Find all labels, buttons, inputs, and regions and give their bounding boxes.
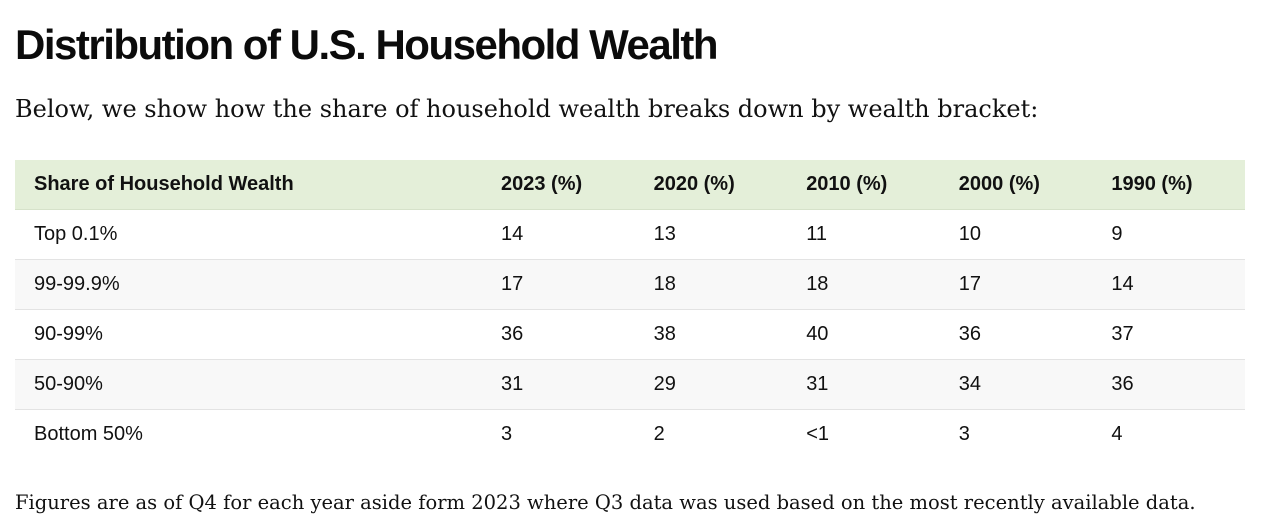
table-row: 50-90% 31 29 31 34 36: [15, 359, 1245, 410]
table-cell: 18: [634, 259, 788, 310]
table-cell: 3: [958, 423, 970, 445]
table-row: Bottom 50% 3 2 <1 3 4: [15, 410, 1245, 460]
intro-text: Below, we show how the share of househol…: [15, 95, 1039, 123]
row-label: 99-99.9%: [15, 259, 482, 310]
table-cell: 38: [653, 323, 676, 345]
table-cell: 37: [1111, 323, 1134, 345]
table-cell: 11: [806, 223, 827, 245]
table-cell: 10: [958, 223, 982, 245]
table-row: 99-99.9% 17 18 18 17 14: [15, 259, 1245, 310]
table-cell: 2: [653, 423, 665, 445]
column-header-1990: 1990 (%): [1092, 160, 1245, 210]
table-cell: 36: [1092, 359, 1245, 410]
table-cell: 29: [634, 359, 788, 410]
table-header-row: Share of Household Wealth 2023 (%) 2020 …: [15, 160, 1245, 210]
table-cell: 3: [501, 423, 513, 445]
column-header-2000: 2000 (%): [939, 160, 1093, 210]
table-cell: 40: [806, 323, 829, 345]
column-header-2020: 2020 (%): [634, 160, 788, 210]
table-row: Top 0.1% 14 13 11 10 9: [15, 210, 1245, 260]
table-cell: 4: [1111, 423, 1123, 445]
table-cell: 17: [939, 259, 1093, 310]
table-cell: 34: [939, 359, 1093, 410]
column-header-bracket: Share of Household Wealth: [15, 160, 482, 210]
row-label: 90-99%: [34, 323, 103, 345]
column-header-2010: 2010 (%): [787, 160, 940, 210]
table-cell: <1: [806, 423, 829, 445]
table-cell: 14: [501, 223, 524, 245]
table-cell: 18: [787, 259, 940, 310]
table-cell: 13: [653, 223, 676, 245]
row-label: Bottom 50%: [34, 423, 143, 445]
table-cell: 9: [1111, 223, 1123, 245]
footnote: Figures are as of Q4 for each year aside…: [15, 491, 1196, 514]
table-cell: 14: [1092, 259, 1245, 310]
table-cell: 17: [482, 259, 635, 310]
row-label: Top 0.1%: [34, 223, 118, 245]
column-header-2023: 2023 (%): [482, 160, 635, 210]
table-cell: 36: [958, 323, 982, 345]
table-cell: 36: [501, 323, 524, 345]
table-cell: 31: [787, 359, 940, 410]
page-title: Distribution of U.S. Household Wealth: [15, 21, 719, 68]
wealth-distribution-table: Share of Household Wealth 2023 (%) 2020 …: [15, 160, 1245, 459]
row-label: 50-90%: [15, 359, 482, 410]
table-row: 90-99% 36 38 40 36 37: [15, 310, 1245, 360]
table-cell: 31: [482, 359, 635, 410]
